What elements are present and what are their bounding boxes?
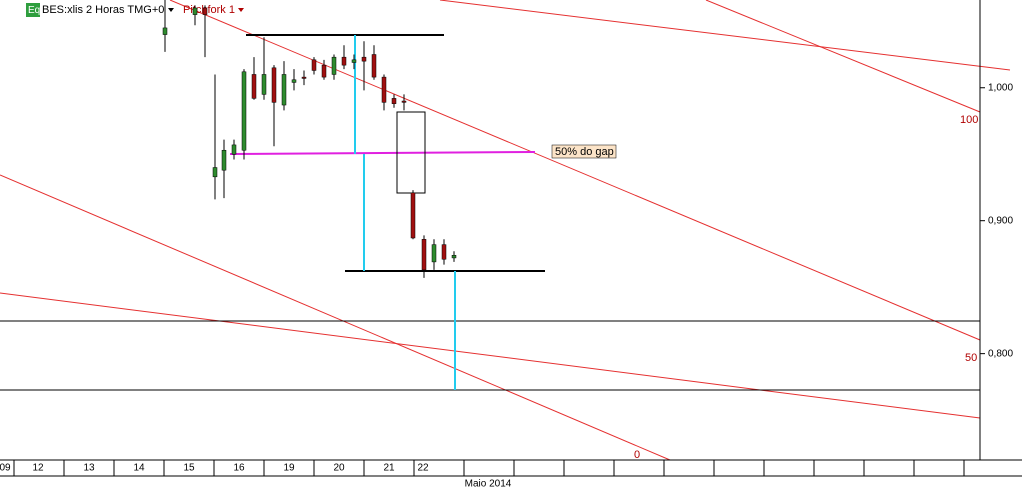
x-tick-label: 16 — [233, 463, 245, 474]
badge: Eq — [28, 5, 40, 16]
tool-name[interactable]: Pitchfork 1 — [183, 4, 235, 16]
x-tick-label: 14 — [133, 463, 145, 474]
dropdown-arrow[interactable] — [168, 8, 174, 12]
candle-body — [351, 59, 357, 63]
candle-body — [371, 54, 377, 78]
candle-body — [381, 76, 387, 103]
pitchfork-line — [169, 0, 981, 341]
x-tick-label: 09 — [0, 463, 11, 474]
candle-body — [391, 98, 397, 104]
pitchfork-line — [0, 292, 981, 419]
candle-body — [301, 76, 307, 79]
y-tick-label: 1,000 — [988, 82, 1013, 93]
candle-body — [251, 74, 257, 99]
pitchfork — [0, 0, 1011, 461]
candle-body — [311, 59, 317, 71]
dropdown-arrow[interactable] — [238, 8, 244, 12]
candle-body — [361, 56, 367, 62]
x-tick-label: 20 — [333, 463, 345, 474]
candle-body — [221, 149, 227, 171]
x-tick-label: 21 — [383, 463, 395, 474]
candle-body — [192, 7, 198, 15]
annotation-box — [551, 144, 617, 159]
x-tick-label: 22 — [417, 463, 429, 474]
x-tick-label: 12 — [32, 463, 44, 474]
badge-box — [26, 3, 40, 17]
y-tick-label: 0,900 — [988, 215, 1013, 226]
candle-body — [401, 100, 407, 103]
x-axis-title: Maio 2014 — [465, 479, 512, 490]
candle-body — [231, 144, 237, 155]
pitchfork-line — [705, 0, 981, 113]
pitchfork-line — [0, 174, 671, 461]
gap-midline — [229, 151, 536, 155]
candle-body — [271, 67, 277, 103]
projection — [354, 35, 456, 390]
x-tick-label: 15 — [183, 463, 195, 474]
candle-body — [331, 56, 337, 75]
pitchfork-line — [439, 0, 1011, 71]
candle-body — [410, 192, 416, 239]
annotation: 50% do gap — [555, 146, 614, 158]
candle-body — [431, 244, 437, 263]
candle-body — [261, 74, 267, 95]
candle-body — [212, 167, 218, 178]
candle-body — [341, 56, 347, 66]
x-tick-label: 13 — [83, 463, 95, 474]
pitchfork-label: 0 — [634, 449, 640, 461]
candle-body — [202, 7, 208, 15]
candle-body — [421, 239, 427, 271]
pitchfork-label: 50 — [965, 352, 977, 364]
x-tick-label: 19 — [283, 463, 295, 474]
pitchfork-label: 100 — [960, 114, 978, 126]
candle-body — [451, 255, 457, 259]
chart-title[interactable]: BES:xlis 2 Horas TMG+0 — [42, 4, 164, 16]
candle-body — [162, 27, 168, 35]
candle-body — [291, 79, 297, 83]
y-tick-label: 0,800 — [988, 348, 1013, 359]
candle-body — [441, 244, 447, 260]
candle-body — [321, 64, 327, 78]
candle-body — [281, 74, 287, 106]
candle-body — [241, 71, 247, 151]
